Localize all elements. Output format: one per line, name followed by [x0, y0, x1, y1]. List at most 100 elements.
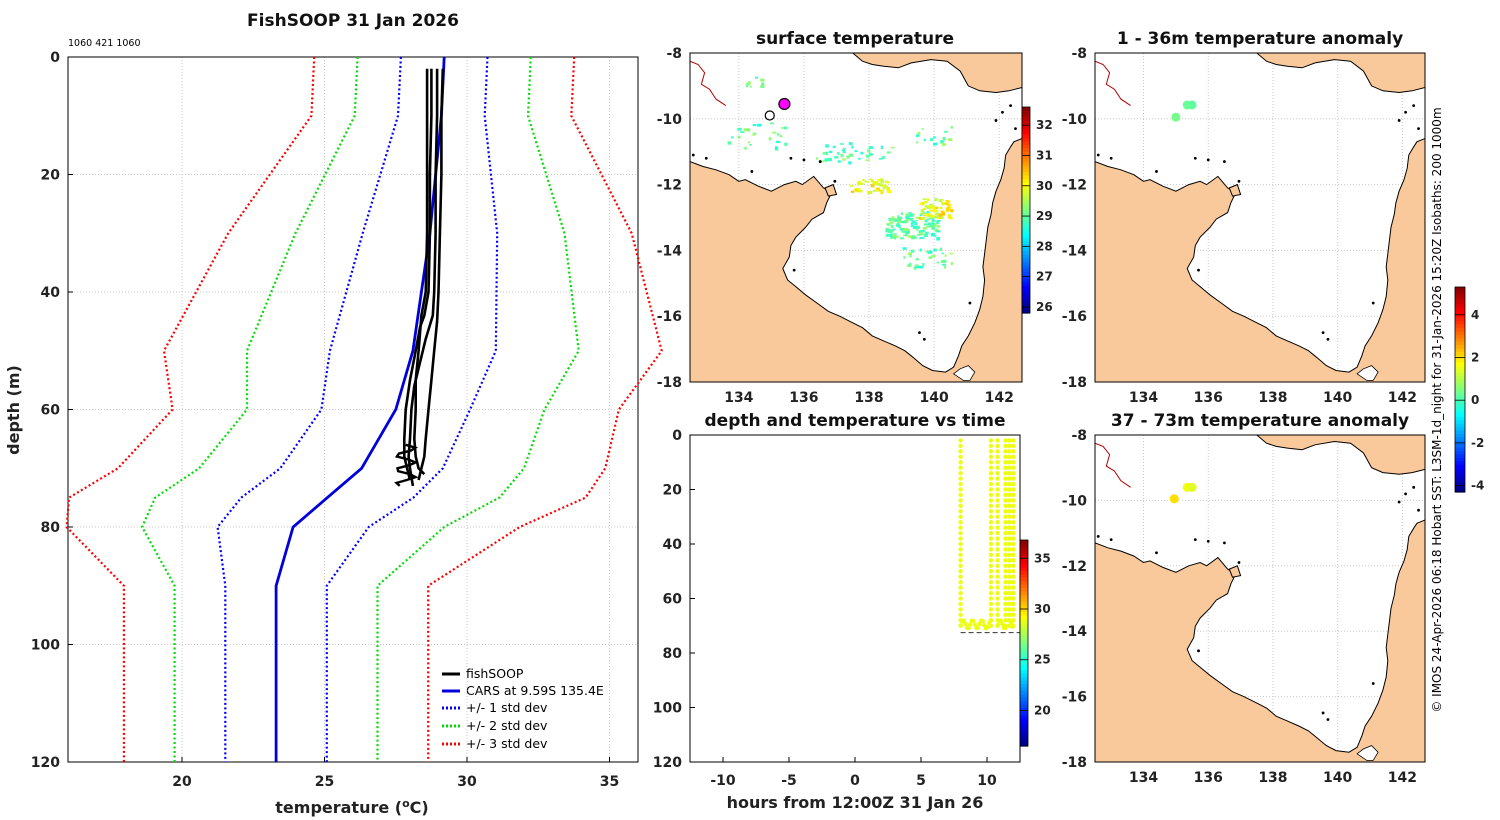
island-dot [968, 301, 972, 305]
land-islands [1228, 183, 1242, 197]
island-dot [1193, 538, 1197, 542]
sst-pixel [934, 234, 937, 237]
island-dot [1197, 649, 1200, 653]
sst-pixel [928, 256, 933, 259]
dt-point [995, 547, 1000, 552]
dt-point [958, 509, 963, 514]
dt-point [988, 438, 994, 443]
dt-point [1007, 509, 1012, 514]
dt-point [958, 541, 963, 547]
dt-point [988, 552, 994, 558]
island-dot [1326, 337, 1330, 341]
dt-point [1011, 498, 1016, 503]
sst-pixel [933, 136, 936, 139]
sst-pixel [888, 217, 892, 222]
map-surface_temperature-content [690, 53, 1022, 382]
dt-colorbar-segment [1020, 588, 1028, 593]
dt-point [1007, 487, 1012, 492]
sst-colorbar-segment [1022, 264, 1030, 269]
dt-point [1007, 520, 1012, 525]
dt-point [1007, 552, 1012, 558]
dt-axes-box [689, 434, 1021, 763]
isobath-line [1095, 442, 1131, 488]
sst-pixel [754, 132, 757, 135]
map-axes-box [1094, 434, 1426, 763]
sst-pixel [878, 189, 882, 192]
sst-panel: 134 136 138 140 142 -8 -10 -12 -14 -16 -18 26 27 28 29… [657, 46, 1053, 406]
sst-pixel [936, 220, 939, 225]
sst-pixel [945, 208, 950, 212]
sst-colorbar-segment [1022, 196, 1030, 201]
dt-point [995, 481, 1000, 487]
dt-point [988, 503, 994, 509]
sst-pixel [910, 225, 915, 227]
dt-x-tick-label: 10 [977, 773, 997, 789]
sst-pixel [890, 146, 895, 149]
sst-pixel [915, 219, 919, 222]
dt-point [988, 449, 994, 454]
dt-point [958, 574, 963, 579]
dt-points-layer [958, 438, 1016, 631]
dt-point [971, 618, 976, 624]
map-y-tick-label: -16 [657, 309, 682, 325]
dt-point [1007, 569, 1012, 574]
dt-y-tick-label: 100 [653, 701, 682, 717]
sst-pixel [922, 226, 927, 230]
dt-point [958, 579, 963, 585]
sst-pixel [842, 151, 846, 154]
island-dot [1009, 104, 1013, 108]
dt-colorbar-segment [1020, 656, 1028, 661]
sst-pixel [756, 123, 762, 127]
dt-y-tick-label: 60 [663, 592, 683, 608]
dt-colorbar-segment [1020, 553, 1028, 558]
anomaly-point [1187, 100, 1197, 110]
dt-point [988, 536, 994, 541]
sst-pixel [917, 234, 921, 236]
dt-point [988, 558, 994, 563]
dt-point [1003, 481, 1008, 487]
legend-label-fishsoop: fishSOOP [466, 666, 524, 681]
sst-pixel [929, 138, 933, 142]
sst-pixel [941, 263, 946, 266]
sst-pixel [933, 248, 937, 252]
dt-point [1003, 623, 1008, 628]
dt-point [1003, 520, 1008, 525]
island-dot [1155, 551, 1158, 555]
map-y-tick-label: -18 [1062, 375, 1087, 391]
sst-pixel [737, 135, 741, 139]
dt-colorbar-segment [1020, 691, 1028, 696]
gulf-inlet [1356, 745, 1379, 761]
sst-pixel [936, 225, 941, 228]
dt-point [995, 470, 1000, 476]
anomaly-colorbar-segment [1455, 372, 1465, 377]
sst-pixel [932, 222, 937, 227]
dt-point [1011, 596, 1016, 601]
sst-pixel [820, 160, 825, 163]
sst-colorbar-segment [1022, 275, 1030, 280]
dt-point [995, 465, 1000, 470]
dt-point [988, 476, 994, 481]
map-x-tick-label: 140 [920, 390, 949, 406]
sst-colorbar-tick-label: 31 [1036, 148, 1053, 162]
sst-pixel [745, 83, 749, 88]
dt-point [1011, 607, 1016, 612]
map-x-tick-label: 138 [1258, 770, 1287, 786]
dt-point [1003, 503, 1008, 509]
dt-point [1011, 585, 1016, 590]
sst-pixel [881, 189, 884, 193]
sst-pixel [909, 262, 912, 266]
anomaly-colorbar-segment [1455, 379, 1465, 384]
sst-pixel [842, 158, 846, 161]
anomaly-colorbar-segment [1455, 348, 1465, 353]
anomaly-colorbar-tick-label: -2 [1471, 436, 1484, 450]
sst-pixel [920, 229, 925, 233]
sst-pixel [935, 216, 939, 219]
sst-pixel [924, 220, 928, 223]
dt-point [988, 623, 994, 628]
legend-label-std1: +/- 1 std dev [466, 700, 548, 715]
sst-colorbar-segment [1022, 161, 1030, 166]
sst-pixel [779, 135, 783, 138]
side-caption: © IMOS 24-Apr-2026 06:18 Hobart SST: L3S… [1430, 107, 1444, 712]
dt-point [1007, 514, 1012, 519]
dt-point [988, 443, 994, 449]
